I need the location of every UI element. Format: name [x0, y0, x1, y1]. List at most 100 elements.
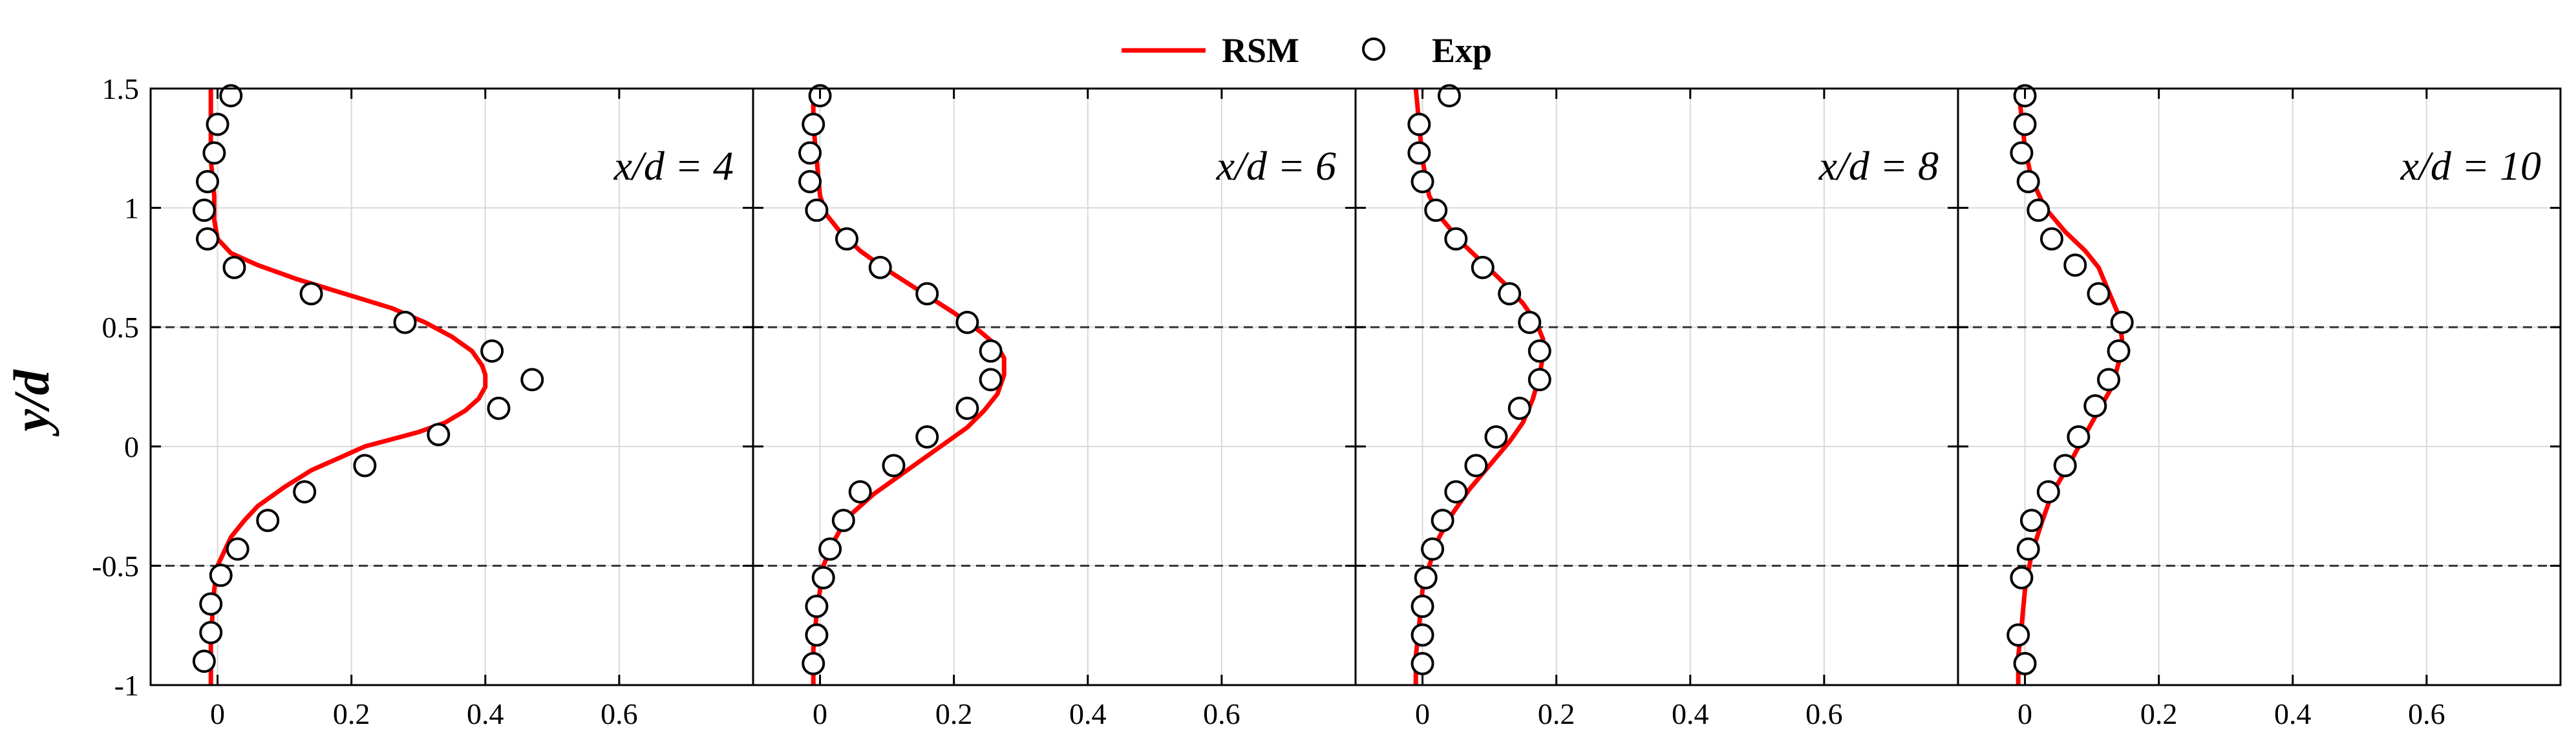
- data-point-exp: [868, 255, 892, 279]
- data-point-exp: [915, 425, 939, 449]
- series-line-rsm: [1413, 88, 1546, 685]
- x-tick-label: 0.4: [1672, 697, 1709, 730]
- data-point-exp: [2087, 282, 2111, 306]
- data-point-exp: [1410, 651, 1434, 675]
- data-point-exp: [831, 509, 855, 533]
- data-point-exp: [196, 227, 220, 251]
- data-point-exp: [805, 198, 829, 222]
- data-point-exp: [487, 396, 511, 420]
- data-point-exp: [196, 169, 220, 193]
- data-point-exp: [818, 537, 842, 561]
- data-point-exp: [798, 141, 822, 165]
- data-point-exp: [1431, 509, 1454, 533]
- y-tick-label: -0.5: [92, 549, 139, 582]
- data-point-exp: [2053, 454, 2077, 478]
- data-point-exp: [202, 141, 226, 165]
- data-point-exp: [2016, 537, 2040, 561]
- data-point-exp: [1528, 368, 1551, 392]
- data-point-exp: [192, 198, 216, 222]
- data-point-exp: [955, 396, 979, 420]
- data-point-exp: [1410, 595, 1434, 619]
- data-point-exp: [226, 537, 250, 561]
- data-point-exp: [2063, 253, 2087, 277]
- data-point-exp: [1410, 623, 1434, 647]
- data-point-exp: [222, 255, 246, 279]
- data-point-exp: [2027, 198, 2050, 222]
- x-tick-label: 0.2: [333, 697, 370, 730]
- data-point-exp: [1414, 566, 1438, 589]
- data-point-exp: [256, 509, 280, 533]
- data-point-exp: [2097, 368, 2120, 392]
- data-point-exp: [955, 310, 979, 334]
- panel-label: x/d = 10: [2400, 143, 2541, 189]
- series-line-rsm: [811, 89, 1006, 685]
- x-tick-label: 0.4: [467, 697, 504, 730]
- data-point-exp: [2036, 480, 2060, 503]
- x-tick-label: 0: [1415, 697, 1430, 730]
- data-point-exp: [1421, 537, 1445, 561]
- data-point-exp: [1424, 198, 1448, 222]
- x-tick-label: 0.2: [1538, 697, 1575, 730]
- data-point-exp: [393, 310, 417, 334]
- data-point-exp: [480, 339, 504, 363]
- x-tick-label: 0.6: [2408, 697, 2445, 730]
- data-point-exp: [1444, 227, 1468, 251]
- x-tick-label: 0: [2017, 697, 2032, 730]
- x-tick-label: 0: [813, 697, 827, 730]
- x-tick-label: 0.6: [1203, 697, 1240, 730]
- data-point-exp: [2016, 169, 2040, 193]
- data-point-exp: [979, 339, 1003, 363]
- data-point-exp: [2107, 339, 2131, 363]
- plot-frame: [1957, 87, 2562, 686]
- data-point-exp: [1518, 310, 1542, 334]
- panel-2: 0 0.2 0.4 0.6 x/d = 6: [752, 84, 1357, 730]
- data-point-exp: [2010, 566, 2034, 589]
- data-point-exp: [192, 650, 216, 673]
- y-tick-label: 0: [124, 430, 139, 463]
- data-point-exp: [1407, 141, 1431, 165]
- data-point-exp: [2067, 425, 2091, 449]
- panel-label: x/d = 4: [613, 143, 734, 189]
- data-point-exp: [1464, 454, 1488, 478]
- legend-exp-marker: [1362, 37, 1385, 61]
- data-point-exp: [1484, 425, 1508, 449]
- panel-label: x/d = 6: [1216, 143, 1336, 189]
- data-point-exp: [1444, 480, 1468, 503]
- data-point-exp: [1410, 169, 1434, 193]
- data-point-exp: [209, 564, 233, 587]
- data-point-exp: [802, 112, 825, 136]
- data-point-exp: [979, 368, 1003, 392]
- y-axis-label: y/d: [3, 369, 59, 436]
- data-point-exp: [1507, 396, 1531, 420]
- data-point-exp: [1528, 339, 1551, 363]
- panel-label: x/d = 8: [1818, 143, 1939, 189]
- data-point-exp: [2039, 227, 2063, 251]
- series-line-rsm: [2016, 88, 2125, 685]
- data-point-exp: [2019, 509, 2043, 533]
- data-point-exp: [802, 651, 825, 675]
- data-point-exp: [219, 84, 243, 108]
- legend: RSM Exp: [1122, 31, 1492, 70]
- data-point-exp: [199, 592, 223, 616]
- x-tick-label: 0.6: [601, 697, 638, 730]
- data-point-exp: [199, 620, 223, 644]
- x-tick-label: 0.4: [1069, 697, 1107, 730]
- legend-exp-label: Exp: [1432, 31, 1492, 70]
- data-point-exp: [427, 423, 451, 447]
- data-point-exp: [811, 566, 835, 589]
- data-point-exp: [1498, 282, 1522, 306]
- y-tick-label: 1.5: [102, 72, 140, 105]
- y-tick-label: 1: [124, 192, 139, 225]
- data-point-exp: [2110, 310, 2134, 334]
- panel-3: 0 0.2 0.4 0.6 x/d = 8: [1354, 84, 1959, 730]
- data-point-exp: [882, 454, 906, 478]
- data-point-exp: [2013, 112, 2037, 136]
- data-point-exp: [2007, 623, 2030, 647]
- data-point-exp: [835, 227, 858, 251]
- data-point-exp: [293, 480, 317, 503]
- x-tick-label: 0.6: [1805, 697, 1843, 730]
- data-point-exp: [520, 368, 544, 392]
- data-point-exp: [2010, 141, 2034, 165]
- data-point-exp: [805, 623, 829, 647]
- data-point-exp: [206, 112, 229, 136]
